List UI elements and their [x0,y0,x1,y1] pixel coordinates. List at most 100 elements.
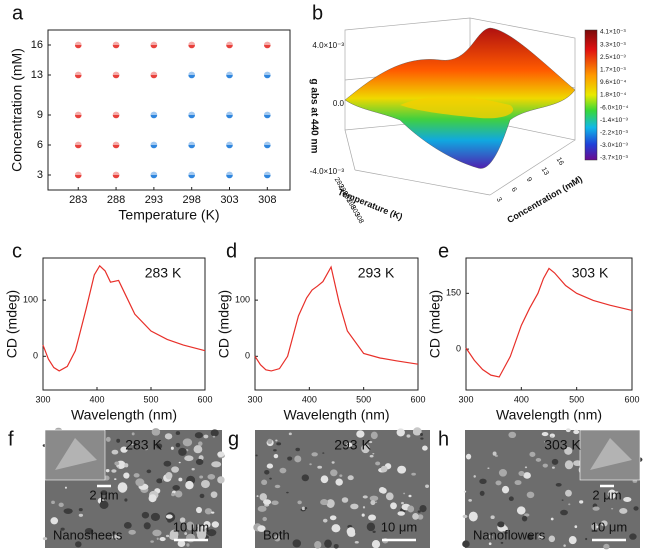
point-highlight [188,171,195,175]
scale-text: 10 μm [381,519,417,534]
particle [541,431,549,437]
particle [523,472,531,479]
particle [592,506,600,511]
particle [120,446,128,453]
particle [497,521,505,528]
particle [591,522,599,531]
particle [177,540,186,547]
colorbar-label: 1.8×10⁻⁴ [600,92,626,99]
particle [211,521,219,528]
particle [563,544,566,547]
particle [123,522,132,529]
colorbar-label: 2.5×10⁻³ [600,54,626,61]
particle [346,442,353,448]
particle [78,508,83,512]
particle [492,451,497,456]
particle [550,517,554,521]
particle [301,474,310,482]
sem-background [255,430,430,548]
particle [198,441,203,447]
y-axis-title: CD (mdeg) [427,290,443,358]
particle [196,524,201,528]
particle [51,500,55,505]
particle [346,527,356,537]
particle [156,478,163,484]
particle [366,522,376,532]
y-tick-label: 0 [456,343,461,353]
particle [615,491,619,495]
point-highlight [112,41,120,45]
particle [294,455,302,463]
particle [295,447,300,452]
caption: Nanoflowers [473,527,546,542]
particle [135,478,145,487]
particle [199,475,204,479]
particle [171,492,176,497]
particle [196,506,202,514]
particle [264,470,270,475]
particle [111,449,119,455]
particle [201,524,207,530]
panel-label: a [12,2,24,24]
x-tick-label: 293 [341,190,353,204]
particle [114,461,120,466]
particle [487,534,493,540]
particle [465,453,472,460]
colorbar-label: 1.7×10⁻³ [600,67,626,74]
x-axis-title: Wavelength (nm) [283,407,389,423]
particle [341,497,349,503]
particle [144,447,148,451]
point-highlight [112,71,120,75]
particle [560,509,568,516]
annotation: 303 K [572,265,609,281]
particle [619,508,628,514]
x-tick-label: 293 [145,194,163,206]
line [465,267,633,378]
particle [128,529,136,535]
point-highlight [74,41,82,45]
point-highlight [74,111,82,115]
particle [362,506,366,509]
particle [406,434,411,438]
point-highlight [74,71,82,75]
y-tick-label: 100 [23,295,38,305]
point-highlight [112,111,120,115]
particle [603,543,610,550]
particle [256,495,259,497]
particle [574,525,578,529]
particle [259,493,268,501]
y-axis-title: Concentration (mM) [9,48,25,172]
particle [370,500,376,506]
particle [524,466,528,469]
point-highlight [264,111,271,115]
particle [111,469,117,473]
panel-label: h [438,428,449,450]
particle [210,511,215,514]
y-axis-title: CD (mdeg) [216,290,232,358]
particle [124,498,128,502]
particle [199,493,205,499]
particle [150,512,161,521]
particle [175,442,181,448]
scale-text: 10 μm [591,519,627,534]
x-tick-label: 298 [345,197,357,211]
y-axis-title: Concentration (mM) [505,174,584,225]
colorbar-label: 3.3×10⁻³ [600,41,626,48]
particle [526,491,535,499]
particle [164,433,173,440]
particle [372,530,376,534]
particle [524,513,530,517]
particle [133,473,140,478]
particle [585,537,588,541]
particle [333,543,339,549]
particle [133,442,137,447]
particle [304,506,308,510]
particle [163,460,172,467]
annotation: 293 K [358,265,395,281]
particle [361,443,370,454]
particle [167,519,172,523]
particle [60,527,65,531]
temperature-label: 293 K [334,437,371,453]
panel-label: b [312,2,323,24]
